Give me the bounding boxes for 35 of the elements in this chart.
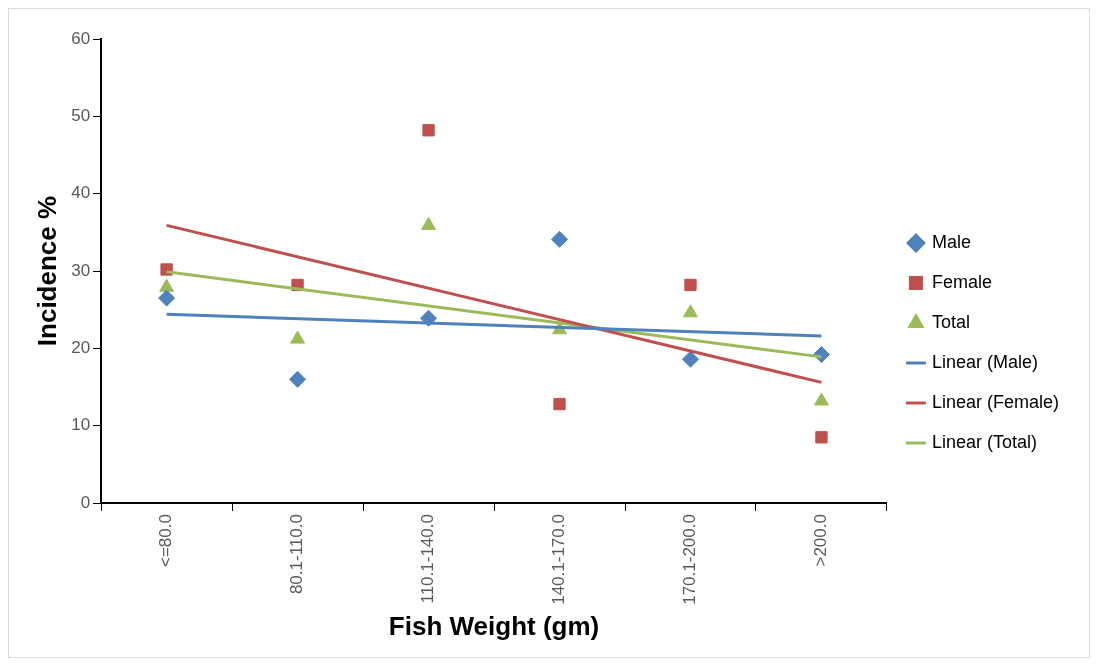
y-tick-label: 10 bbox=[71, 415, 91, 435]
point bbox=[681, 350, 699, 368]
point bbox=[289, 370, 307, 388]
y-tick-label: 20 bbox=[71, 338, 91, 358]
x-tick-label: 140.1-170.0 bbox=[549, 514, 569, 605]
point bbox=[421, 216, 436, 230]
point bbox=[553, 397, 566, 411]
x-tick-label: <=80.0 bbox=[156, 514, 176, 568]
point bbox=[551, 230, 569, 248]
x-tick-label: 80.1-110.0 bbox=[287, 514, 307, 595]
y-tick-label: 30 bbox=[71, 260, 91, 280]
y-tick-label: 0 bbox=[80, 492, 91, 512]
x-axis-title: Fish Weight (gm) bbox=[388, 610, 600, 641]
point bbox=[814, 392, 829, 406]
y-axis-title: Incidence % bbox=[31, 195, 62, 347]
legend-label: Linear (Female) bbox=[931, 391, 1059, 412]
x-tick-label: 110.1-140.0 bbox=[418, 514, 438, 604]
y-tick-label: 60 bbox=[71, 28, 91, 48]
legend-label: Total bbox=[931, 311, 970, 332]
point bbox=[420, 309, 438, 327]
point bbox=[422, 124, 435, 137]
x-tick-label: >200.0 bbox=[811, 514, 831, 567]
legend-label: Male bbox=[931, 231, 971, 252]
point bbox=[290, 330, 305, 344]
point bbox=[158, 289, 176, 307]
y-tick-label: 50 bbox=[71, 106, 91, 126]
x-tick-label: 170.1-200.0 bbox=[680, 514, 700, 605]
point bbox=[683, 304, 698, 318]
y-tick-label: 40 bbox=[71, 183, 91, 203]
point bbox=[159, 278, 175, 292]
legend-label: Linear (Male) bbox=[931, 351, 1038, 372]
point bbox=[815, 431, 828, 444]
legend-label: Female bbox=[931, 271, 992, 292]
legend-label: Linear (Total) bbox=[931, 431, 1037, 452]
point bbox=[684, 278, 697, 292]
